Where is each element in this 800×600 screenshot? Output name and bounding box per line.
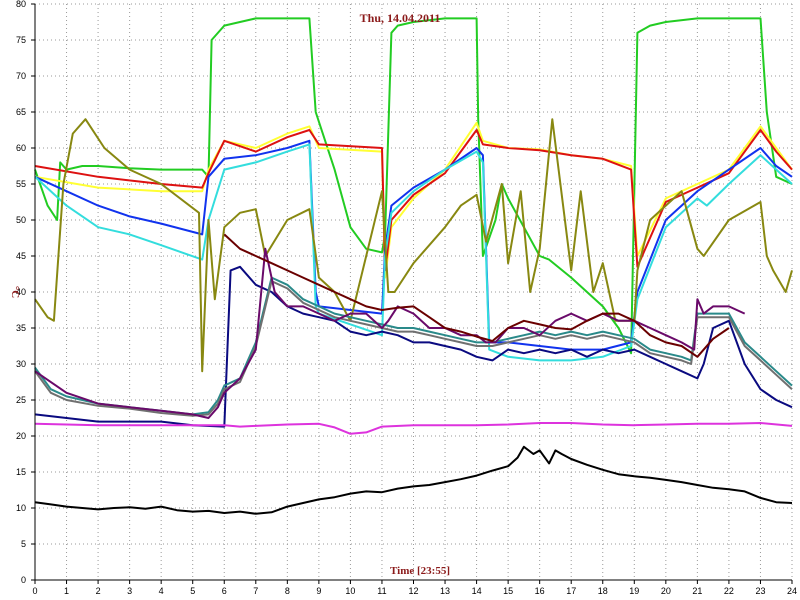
- x-tick-label: 4: [159, 586, 164, 596]
- y-tick-label: 55: [16, 179, 26, 189]
- data-series: [34, 17, 793, 515]
- x-tick-label: 13: [440, 586, 450, 596]
- series-line-5: [34, 143, 793, 362]
- x-tick-label: 11: [377, 586, 386, 596]
- y-tick-label: 25: [16, 395, 26, 405]
- x-tick-label: 12: [408, 586, 418, 596]
- series-line-8: [34, 276, 793, 416]
- axes: [31, 3, 793, 584]
- y-tick-label: 80: [16, 0, 26, 9]
- x-tick-label: 14: [472, 586, 482, 596]
- y-tick-label: 60: [16, 143, 26, 153]
- x-tick-label: 8: [285, 586, 290, 596]
- x-tick-label: 9: [316, 586, 321, 596]
- series-line-12: [34, 422, 793, 435]
- x-tick-label: 5: [190, 586, 195, 596]
- series-line-4: [34, 139, 793, 351]
- y-tick-label: 15: [16, 467, 26, 477]
- series-line-1: [34, 17, 793, 355]
- series-line-6: [34, 118, 793, 373]
- y-tick-label: 20: [16, 431, 26, 441]
- y-tick-label: 35: [16, 323, 26, 333]
- x-tick-label: 7: [253, 586, 258, 596]
- series-line-11: [223, 233, 730, 358]
- series-line-9: [34, 280, 793, 417]
- series-line-13: [34, 445, 793, 515]
- x-tick-label: 10: [345, 586, 355, 596]
- series-line-10: [34, 247, 746, 419]
- x-tick-label: 1: [64, 586, 69, 596]
- x-tick-label: 15: [503, 586, 513, 596]
- y-tick-label: 70: [16, 71, 26, 81]
- x-tick-label: 2: [96, 586, 101, 596]
- x-tick-label: 23: [755, 586, 765, 596]
- x-tick-label: 3: [127, 586, 132, 596]
- x-tick-label: 16: [535, 586, 545, 596]
- y-tick-label: 5: [21, 539, 26, 549]
- x-tick-label: 0: [32, 586, 37, 596]
- y-tick-label: 0: [21, 575, 26, 585]
- x-tick-label: 21: [692, 586, 702, 596]
- y-tick-label: 45: [16, 251, 26, 261]
- x-axis-label: Time [23:55]: [390, 565, 450, 577]
- y-tick-label: 40: [16, 287, 26, 297]
- y-tick-label: 50: [16, 215, 26, 225]
- x-tick-label: 20: [661, 586, 671, 596]
- series-line-7: [34, 265, 793, 428]
- x-tick-label: 22: [724, 586, 734, 596]
- y-tick-label: 75: [16, 35, 26, 45]
- x-tick-label: 6: [222, 586, 227, 596]
- y-axis-label: °C: [9, 286, 21, 298]
- tick-labels: 0 1 2 3 4 5 6 7 8 9 10 11 12 13 14 15 16 17 18 19 20 21 22 23 24…: [16, 0, 797, 596]
- y-tick-label: 10: [16, 503, 26, 513]
- x-tick-label: 18: [598, 586, 608, 596]
- chart-title: Thu, 14.04.2011: [360, 11, 441, 25]
- y-tick-label: 30: [16, 359, 26, 369]
- x-tick-label: 24: [787, 586, 797, 596]
- x-tick-label: 17: [566, 586, 576, 596]
- y-tick-label: 65: [16, 107, 26, 117]
- x-tick-label: 19: [629, 586, 639, 596]
